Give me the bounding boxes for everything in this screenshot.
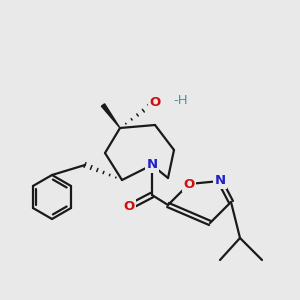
Polygon shape: [101, 104, 120, 128]
Text: O: O: [183, 178, 195, 190]
Text: O: O: [123, 200, 135, 214]
Text: N: N: [146, 158, 158, 172]
Text: O: O: [149, 95, 161, 109]
Text: N: N: [214, 175, 226, 188]
Text: -H: -H: [173, 94, 188, 106]
